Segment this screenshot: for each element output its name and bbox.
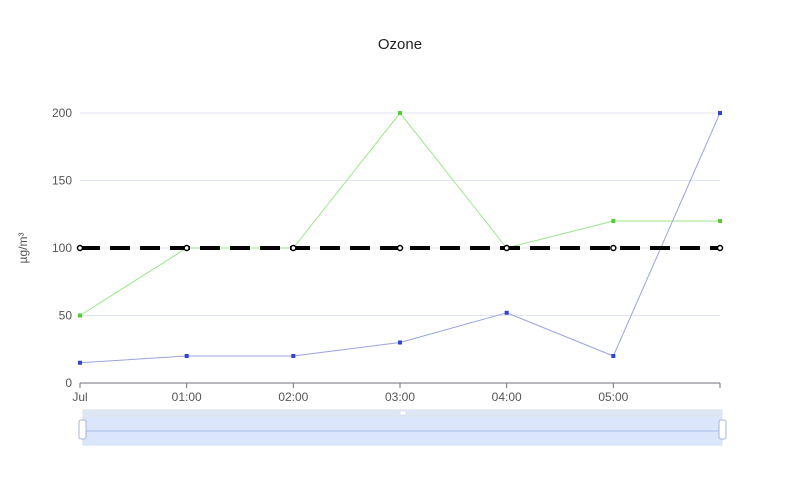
data-point (503, 244, 510, 252)
data-point (716, 244, 724, 252)
zoom-slider[interactable] (78, 409, 727, 446)
y-tick-label: 200 (52, 106, 72, 120)
y-tick-label: 100 (52, 241, 72, 255)
y-axis: 0 50 100 150 200 (52, 106, 72, 390)
data-point (504, 310, 509, 315)
data-point (76, 244, 84, 252)
x-tick-label: 04:00 (492, 390, 522, 404)
x-axis: Jul 01:00 02:00 03:00 04:00 05:00 (72, 382, 721, 404)
x-tick-label: 01:00 (172, 390, 202, 404)
slider-left-handle[interactable] (78, 419, 87, 440)
data-point (78, 313, 82, 318)
x-tick-label: 03:00 (385, 390, 415, 404)
grid-lines (80, 112, 720, 316)
y-tick-label: 0 (65, 376, 72, 390)
series-group (76, 111, 724, 365)
data-point (78, 360, 82, 365)
x-tick-label: 02:00 (278, 390, 308, 404)
slider-move-handle[interactable] (399, 410, 407, 416)
data-point (290, 244, 297, 252)
data-point (611, 219, 616, 223)
series-line-1 (79, 112, 721, 364)
series-line-0 (79, 112, 720, 316)
data-point (718, 111, 722, 115)
chart-title: Ozone (378, 36, 422, 53)
data-point (291, 354, 296, 358)
y-tick-label: 50 (59, 309, 73, 323)
data-point (610, 244, 617, 252)
y-axis-label: µg/m³ (16, 233, 30, 264)
slider-right-handle[interactable] (718, 419, 727, 440)
data-point (183, 244, 190, 252)
y-tick-label: 150 (52, 174, 72, 188)
data-point (718, 219, 722, 223)
data-point (398, 111, 402, 115)
x-tick-label: Jul (72, 390, 87, 404)
data-point (396, 244, 404, 252)
data-point (611, 354, 616, 358)
data-point (184, 354, 189, 358)
x-tick-label: 05:00 (598, 390, 628, 404)
data-point (398, 340, 402, 345)
